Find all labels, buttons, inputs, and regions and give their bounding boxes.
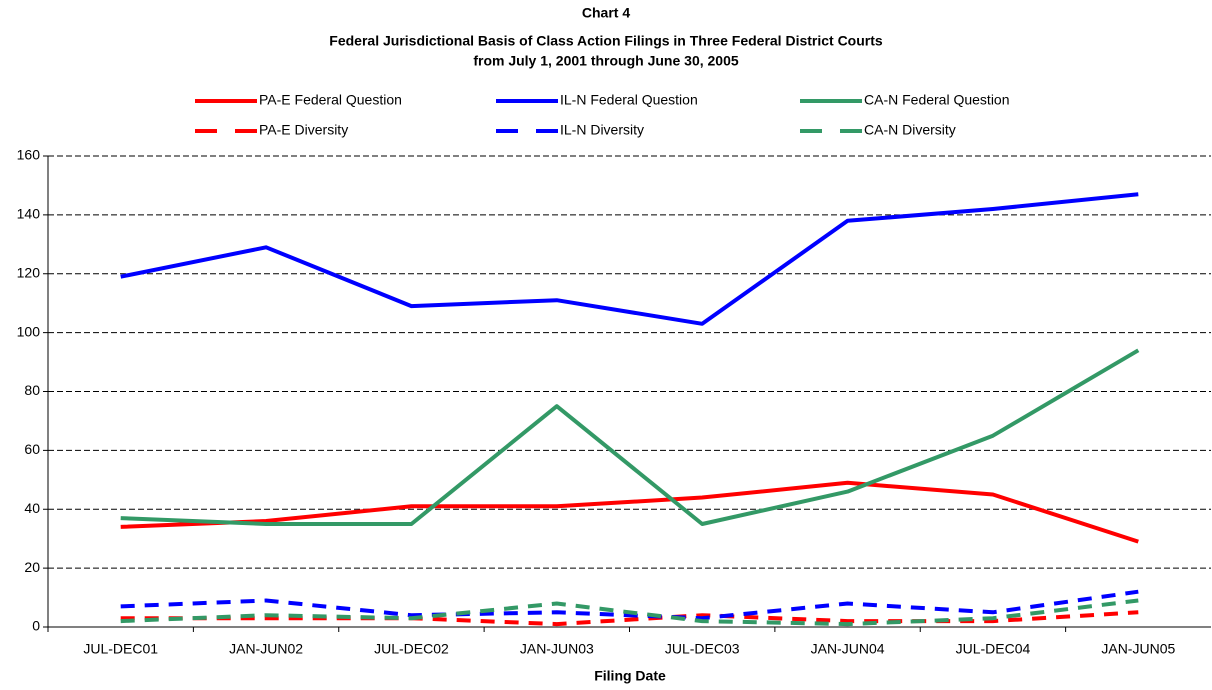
series-line	[120, 589, 1139, 621]
x-tick-label: JUL-DEC03	[665, 641, 740, 657]
legend-label: PA-E Diversity	[259, 122, 348, 138]
x-tick-label: JAN-JUN02	[229, 641, 303, 657]
y-tick-label: 80	[24, 382, 40, 398]
legend-label: IL-N Diversity	[560, 122, 644, 138]
y-tick-label: 40	[24, 500, 40, 516]
y-tick-label: 60	[24, 441, 40, 457]
x-tick-label: JAN-JUN04	[811, 641, 885, 657]
y-tick-label: 160	[17, 147, 41, 163]
x-tick-label: JAN-JUN05	[1101, 641, 1175, 657]
x-tick-label: JUL-DEC01	[83, 641, 158, 657]
series-line	[120, 598, 1139, 627]
series-line	[120, 192, 1139, 326]
y-tick-label: 100	[17, 323, 41, 339]
x-tick-label: JUL-DEC02	[374, 641, 449, 657]
y-tick-label: 0	[32, 618, 40, 634]
x-tick-label: JUL-DEC04	[956, 641, 1031, 657]
series-line	[120, 480, 1139, 544]
series-line	[120, 348, 1140, 526]
legend-label: IL-N Federal Question	[560, 92, 698, 108]
y-tick-label: 140	[17, 206, 41, 222]
legend-label: CA-N Federal Question	[864, 92, 1010, 108]
legend-label: CA-N Diversity	[864, 122, 956, 138]
y-tick-label: 20	[24, 559, 40, 575]
y-tick-label: 120	[17, 264, 41, 280]
x-tick-label: JAN-JUN03	[520, 641, 594, 657]
chart-title: Chart 4	[582, 5, 630, 21]
chart-title: from July 1, 2001 through June 30, 2005	[473, 53, 739, 69]
legend-label: PA-E Federal Question	[259, 92, 402, 108]
chart-title: Federal Jurisdictional Basis of Class Ac…	[329, 33, 883, 49]
x-axis-title: Filing Date	[594, 668, 666, 684]
